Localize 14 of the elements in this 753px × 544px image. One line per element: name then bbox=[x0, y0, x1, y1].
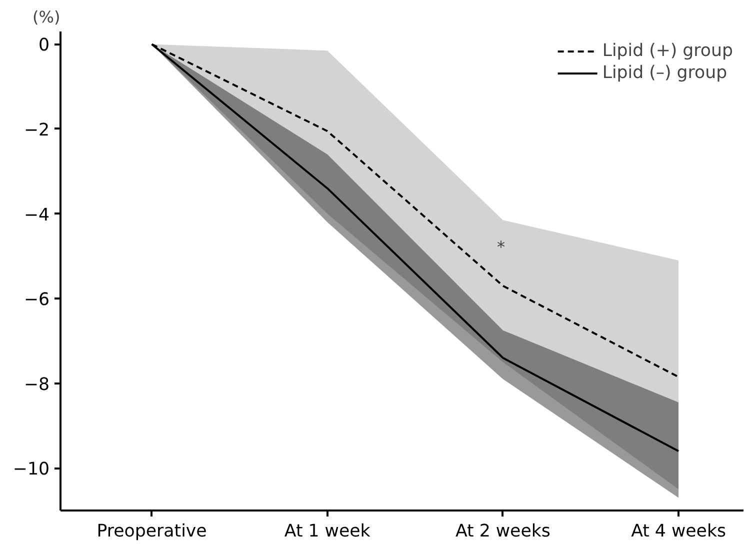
legend-label: Lipid (–) group bbox=[602, 63, 728, 83]
y-tick-label: −8 bbox=[24, 374, 50, 395]
x-tick-label: At 4 weeks bbox=[631, 522, 726, 542]
x-tick-label: Preoperative bbox=[96, 522, 207, 542]
y-tick-label: −2 bbox=[24, 120, 50, 140]
y-tick-label: 0 bbox=[38, 36, 50, 56]
y-tick-label: −4 bbox=[24, 205, 50, 226]
legend-label: Lipid (+) group bbox=[602, 41, 733, 61]
x-tick-label: At 2 weeks bbox=[455, 522, 550, 542]
annotation: * bbox=[497, 238, 506, 257]
x-tick-label: At 1 week bbox=[284, 522, 370, 542]
y-axis-title: (%) bbox=[32, 8, 60, 26]
y-tick-label: −6 bbox=[24, 290, 50, 310]
y-tick-label: −10 bbox=[12, 460, 50, 480]
